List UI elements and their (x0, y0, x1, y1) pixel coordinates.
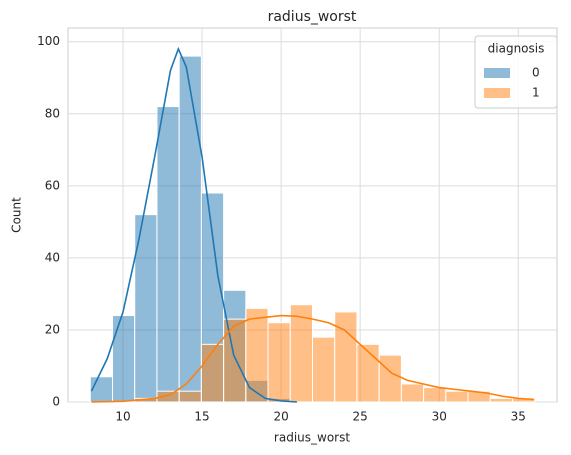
x-axis-label: radius_worst (274, 431, 350, 445)
chart-title: radius_worst (268, 9, 357, 25)
bar (223, 318, 247, 403)
x-tick-label: 10 (115, 410, 130, 424)
bar (467, 390, 491, 403)
bar (489, 397, 513, 403)
y-tick-label: 100 (37, 34, 60, 48)
bar (112, 315, 136, 403)
y-tick-label: 20 (45, 322, 60, 336)
bar (89, 376, 114, 403)
bar (289, 304, 314, 403)
y-tick-label: 80 (45, 106, 60, 120)
x-tick-label: 20 (273, 410, 288, 424)
x-tick-label: 25 (353, 410, 368, 424)
x-tick-label: 35 (511, 410, 526, 424)
bar (356, 343, 380, 403)
bar (312, 336, 336, 403)
kde-lines (90, 46, 535, 403)
bar (445, 390, 469, 403)
bar (267, 322, 291, 403)
x-tick-label: 15 (194, 410, 209, 424)
legend: diagnosis 0 1 (474, 35, 558, 109)
kde-line (90, 46, 297, 403)
y-tick-label: 0 (52, 395, 60, 409)
bar (400, 383, 425, 403)
kde-line (91, 314, 535, 403)
y-axis-label: Count (10, 197, 24, 233)
legend-title: diagnosis (488, 42, 545, 56)
bar (334, 311, 358, 403)
y-tick-label: 60 (45, 178, 60, 192)
legend-swatch (484, 68, 510, 78)
legend-swatch (484, 88, 510, 98)
y-tick-label: 40 (45, 250, 60, 264)
legend-label: 0 (532, 66, 540, 80)
bar (178, 55, 202, 403)
bar (423, 387, 447, 403)
bar (156, 106, 180, 403)
legend-label: 1 (532, 86, 540, 100)
bar (378, 354, 402, 403)
x-tick-label: 30 (432, 410, 447, 424)
bar (178, 390, 202, 403)
